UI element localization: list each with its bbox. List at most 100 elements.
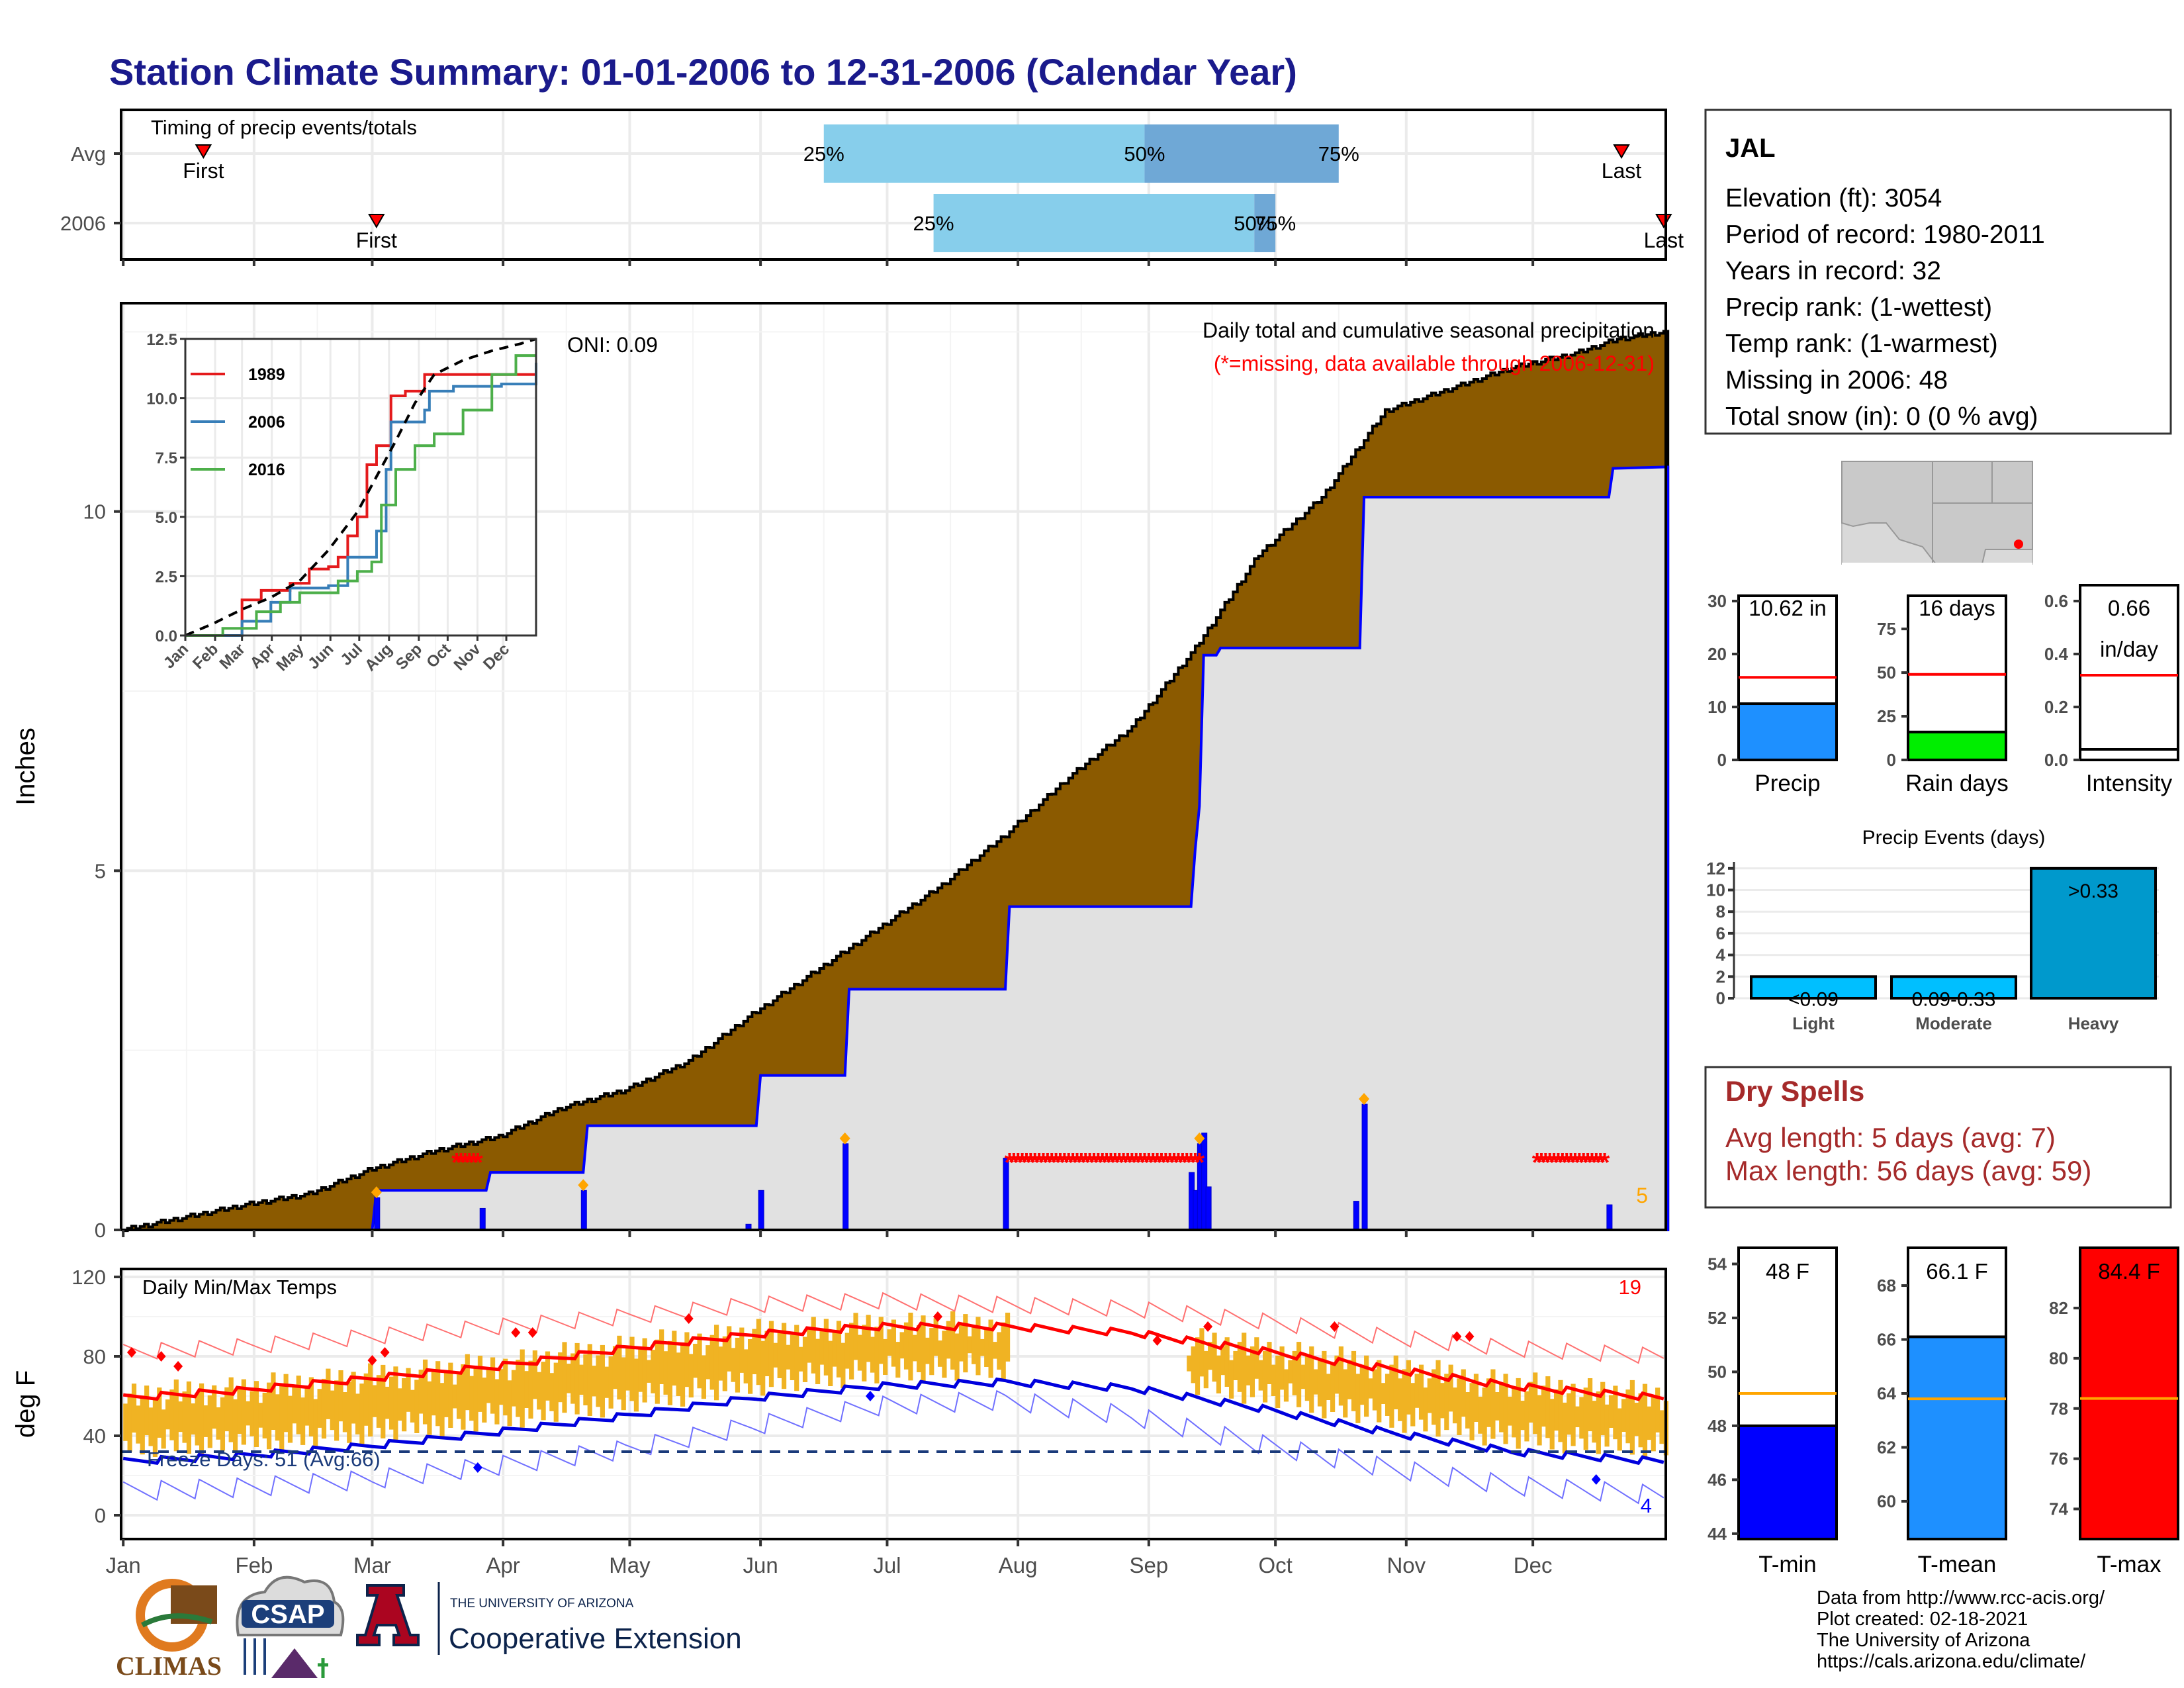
daily-temp-bar (1621, 1399, 1627, 1432)
daily-temp-bar (921, 1315, 926, 1383)
tmin-label: T-min (1758, 1552, 1817, 1577)
daily-temp-bar (212, 1385, 217, 1429)
missing-marker: * (1574, 1148, 1584, 1177)
daily-temp-bar (494, 1379, 500, 1425)
tmean-value-text: 66.1 F (1926, 1259, 1988, 1284)
missing-marker: * (1093, 1148, 1103, 1177)
inset-ytick-label: 5.0 (156, 509, 177, 527)
daily-temp-bar (490, 1357, 496, 1414)
missing-marker: * (1545, 1148, 1555, 1177)
daily-temp-bar (1638, 1393, 1643, 1448)
daily-temp-bar (537, 1372, 542, 1410)
tmean-bar (1907, 1335, 2007, 1540)
record-high-marker (380, 1347, 390, 1358)
daily-temp-bar (946, 1321, 951, 1359)
daily-temp-bar (1659, 1410, 1664, 1444)
record-high-marker (126, 1347, 136, 1358)
daily-temp-bar (903, 1322, 909, 1370)
daily-temp-bar (482, 1378, 487, 1423)
daily-temp-bar (1254, 1337, 1259, 1379)
events-ytick-label: 6 (1716, 923, 1725, 943)
daily-temp-bar (237, 1389, 242, 1434)
daily-temp-bar (667, 1340, 673, 1405)
daily-temp-bar (1490, 1369, 1496, 1439)
daily-temp-bar (592, 1366, 597, 1397)
daily-temp-bar (1465, 1392, 1471, 1429)
daily-temp-bar (1233, 1350, 1238, 1380)
events-ytick-label: 0 (1716, 988, 1725, 1008)
temp-ylabel: deg F (11, 1370, 40, 1438)
missing-marker: * (1005, 1148, 1015, 1177)
dry-spells-box: Dry Spells Avg length: 5 days (avg: 7) M… (1704, 1066, 2172, 1209)
daily-temp-bar (465, 1354, 470, 1411)
daily-temp-bar (815, 1338, 821, 1384)
daily-temp-bar (1427, 1378, 1432, 1413)
dry-spells-max: Max length: 56 days (avg: 59) (1725, 1155, 2091, 1186)
daily-temp-bar (883, 1338, 888, 1375)
missing-marker: * (1532, 1148, 1543, 1177)
daily-temp-bar (870, 1336, 876, 1373)
timing-avg-pct-label-1: 25% (803, 142, 844, 165)
timing-avg-pct-label-2: 50% (1124, 142, 1165, 165)
month-label-aug: Aug (999, 1553, 1038, 1577)
daily-temp-bar (1520, 1401, 1525, 1430)
daily-temp-bar (583, 1354, 588, 1405)
record-high-marker (367, 1355, 377, 1366)
daily-temp-bar (532, 1350, 537, 1399)
timing-title: Timing of precip events/totals (151, 116, 417, 139)
temp-ytick-label: 120 (71, 1266, 106, 1289)
daily-temp-bar (1393, 1355, 1398, 1409)
daily-temp-bar (760, 1340, 766, 1396)
missing-marker: * (1587, 1148, 1598, 1177)
cooperative-extension: Cooperative Extension (449, 1622, 742, 1655)
timing-year-last-label: Last (1644, 228, 1684, 252)
daily-temp-bar (1549, 1399, 1555, 1450)
missing-marker: * (1089, 1148, 1099, 1177)
precip-event-marker (578, 1179, 589, 1192)
daily-temp-bar (452, 1384, 457, 1409)
daily-temp-bar (1486, 1378, 1492, 1427)
daily-temp-bar (988, 1319, 993, 1378)
events-ytick-label: 12 (1706, 859, 1725, 878)
daily-temp-bar (1242, 1333, 1247, 1404)
missing-marker: * (1553, 1148, 1564, 1177)
daily-temp-bar (300, 1397, 306, 1445)
daily-temp-bar (1228, 1360, 1234, 1399)
missing-marker: * (1595, 1148, 1606, 1177)
daily-temp-bar (1516, 1378, 1521, 1449)
missing-marker: * (1122, 1148, 1133, 1177)
daily-temp-bar (693, 1344, 698, 1378)
daily-temp-bar (267, 1382, 272, 1450)
daily-temp-bar (950, 1311, 956, 1370)
daily-temp-bar (853, 1313, 858, 1360)
precip-ytick-label: 30 (1707, 591, 1727, 611)
daily-temp-bar (1191, 1346, 1196, 1383)
daily-temp-bar (1482, 1387, 1487, 1446)
events-title: Precip Events (days) (1862, 827, 2046, 849)
daily-temp-bar (127, 1393, 132, 1452)
daily-temp-bar (157, 1387, 162, 1438)
daily-temp-bar (1439, 1383, 1445, 1419)
daily-temp-bar (713, 1325, 719, 1401)
page-title: Station Climate Summary: 01-01-2006 to 1… (109, 51, 1297, 93)
daily-temp-bar (655, 1339, 660, 1404)
daily-temp-bar (1545, 1376, 1551, 1438)
precip-ytick-label: 10 (1707, 697, 1727, 717)
daily-temp-bar (507, 1380, 512, 1427)
timing-year-first-label: First (356, 228, 397, 252)
daily-temp-bar (473, 1366, 478, 1432)
daily-temp-bar (1195, 1337, 1201, 1395)
daily-temp-bar (887, 1329, 892, 1356)
daily-temp-bar (410, 1389, 416, 1423)
missing-marker: * (1025, 1148, 1036, 1177)
events-ytick-label: 4 (1716, 945, 1726, 965)
daily-temp-bar (418, 1370, 424, 1414)
daily-temp-bar (782, 1323, 787, 1389)
daily-temp-bar (1444, 1374, 1449, 1430)
daily-precip-bar (1205, 1186, 1212, 1231)
daily-temp-bar (866, 1315, 871, 1362)
timing-year-pct-label-3: 75% (1255, 212, 1296, 235)
record-high-marker (173, 1361, 183, 1372)
daily-temp-bar (1473, 1374, 1479, 1422)
daily-temp-bar (849, 1323, 854, 1380)
